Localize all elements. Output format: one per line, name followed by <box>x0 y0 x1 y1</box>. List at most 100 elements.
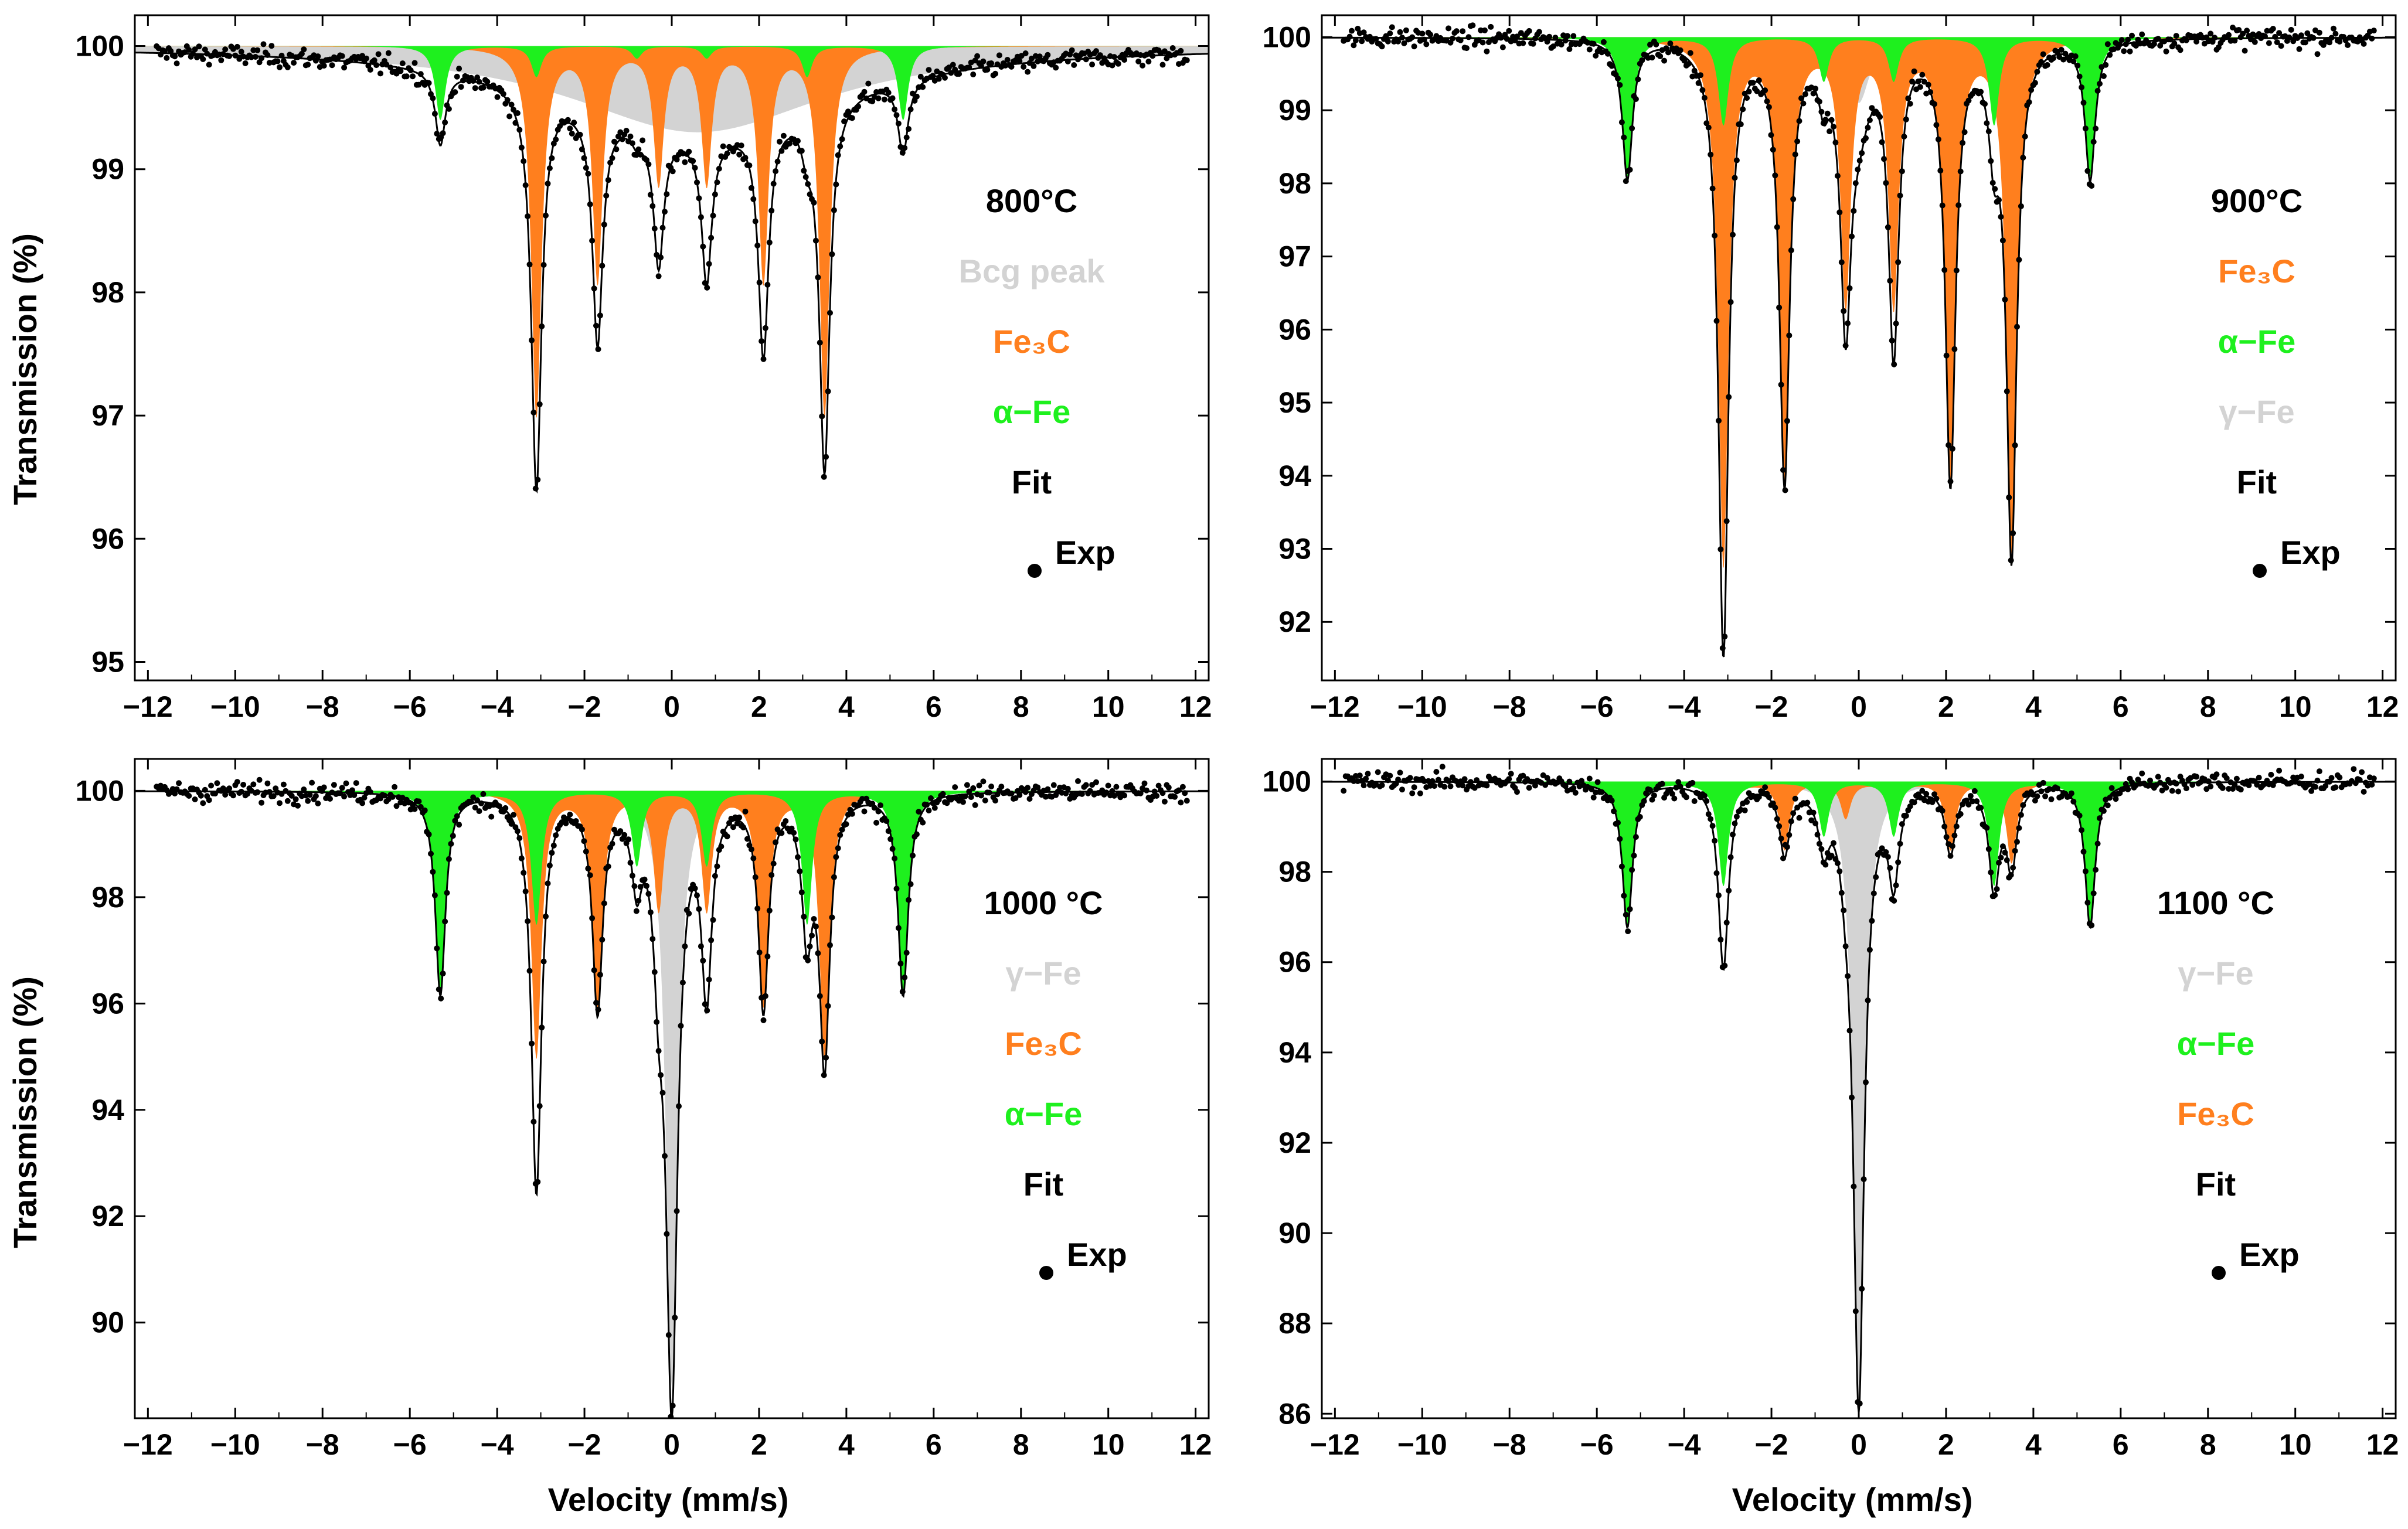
exp-point <box>1859 1286 1865 1292</box>
exp-point <box>1429 778 1436 784</box>
exp-point <box>1685 61 1692 67</box>
exp-point <box>1053 64 1059 71</box>
y-tick-label: 88 <box>1278 1307 1311 1340</box>
exp-point <box>470 78 477 84</box>
exp-point <box>1395 777 1402 783</box>
exp-point <box>583 849 589 854</box>
exp-point <box>655 1048 662 1054</box>
exp-point <box>512 120 519 126</box>
exp-point <box>587 201 593 207</box>
x-tick-label: 6 <box>926 1428 942 1461</box>
exp-point <box>1723 518 1730 525</box>
exp-point <box>1637 813 1643 820</box>
exp-point <box>1439 764 1446 770</box>
exp-point <box>1885 224 1891 230</box>
exp-point <box>2169 788 2175 794</box>
y-tick-label: 99 <box>91 153 124 186</box>
exp-point <box>367 789 373 795</box>
legend-label: Fe₃C <box>2177 1095 2254 1132</box>
exp-point <box>1891 361 1897 367</box>
exp-point <box>798 148 805 154</box>
exp-point <box>936 76 942 82</box>
exp-point <box>445 856 452 862</box>
exp-point <box>1727 299 1734 305</box>
exp-point <box>1558 42 1564 47</box>
exp-point <box>430 95 436 101</box>
exp-point <box>208 782 215 789</box>
exp-point <box>583 165 589 171</box>
panel-4: −12 −10 −8 −6 −4 −2 0 2 4 6 8 10 12 86 88 90 92 94 96 98 100… <box>1263 758 2399 1461</box>
exp-point <box>819 413 825 420</box>
exp-point <box>627 860 634 866</box>
x-tick-label: 0 <box>1851 1428 1867 1461</box>
exp-point <box>525 918 531 924</box>
exp-point <box>970 71 977 77</box>
exp-point <box>1586 775 1593 782</box>
exp-point <box>1941 267 1948 273</box>
exp-point <box>426 80 432 86</box>
exp-point <box>2038 788 2045 795</box>
exp-point <box>893 112 900 118</box>
exp-point <box>1071 62 1077 68</box>
exp-point <box>577 131 583 138</box>
exp-point <box>696 906 702 912</box>
exp-point <box>563 820 569 826</box>
legend-label: γ−Fe <box>2219 393 2294 430</box>
exp-point <box>426 831 432 837</box>
exp-point <box>2113 796 2119 802</box>
exp-point <box>2288 26 2294 33</box>
exp-point <box>1681 57 1688 64</box>
exp-point <box>730 824 736 830</box>
exp-point <box>240 782 247 788</box>
exp-point <box>1866 117 1873 123</box>
exp-point <box>1740 106 1746 113</box>
exp-point <box>1395 38 1402 45</box>
exp-point <box>1818 846 1825 852</box>
exp-point <box>186 47 192 53</box>
exp-point <box>821 474 827 480</box>
exp-point <box>591 285 597 292</box>
exp-point <box>2107 52 2113 58</box>
exp-point <box>798 889 805 895</box>
exp-point <box>2097 80 2103 87</box>
exp-point <box>1984 825 1990 831</box>
exp-point <box>460 77 466 84</box>
exp-point <box>1965 801 1972 808</box>
exp-point <box>1798 95 1804 101</box>
exp-point <box>2004 388 2010 394</box>
y-tick-label: 100 <box>1263 765 1311 798</box>
exp-point <box>823 1054 829 1061</box>
exp-point <box>664 191 670 197</box>
exp-point <box>442 119 448 125</box>
exp-point <box>242 60 249 66</box>
exp-point <box>1687 50 1693 56</box>
exp-point <box>902 145 908 151</box>
exp-point <box>1788 247 1794 254</box>
exp-point <box>238 49 244 55</box>
exp-point <box>609 840 615 847</box>
exp-point <box>752 874 759 880</box>
exp-point <box>1564 33 1570 39</box>
exp-point <box>284 798 291 804</box>
exp-point <box>692 885 698 891</box>
exp-point <box>1719 645 1726 651</box>
y-tick-label: 97 <box>91 399 124 432</box>
exp-point <box>2251 39 2258 45</box>
exp-point <box>1870 890 1877 897</box>
exp-point <box>1866 946 1873 953</box>
x-tick-label: 12 <box>1179 690 1212 723</box>
exp-point <box>238 788 244 795</box>
exp-point <box>284 64 291 70</box>
exp-point <box>1703 120 1710 127</box>
exp-point <box>1155 782 1162 789</box>
exp-point <box>645 161 652 168</box>
exp-point <box>337 790 343 796</box>
exp-point <box>2090 139 2097 145</box>
exp-point <box>1623 178 1629 185</box>
exp-point <box>926 808 932 813</box>
exp-point <box>662 1153 668 1159</box>
exp-point <box>843 821 849 828</box>
exp-point <box>230 792 236 799</box>
exp-point <box>1361 29 1367 36</box>
exp-point <box>1838 890 1845 896</box>
